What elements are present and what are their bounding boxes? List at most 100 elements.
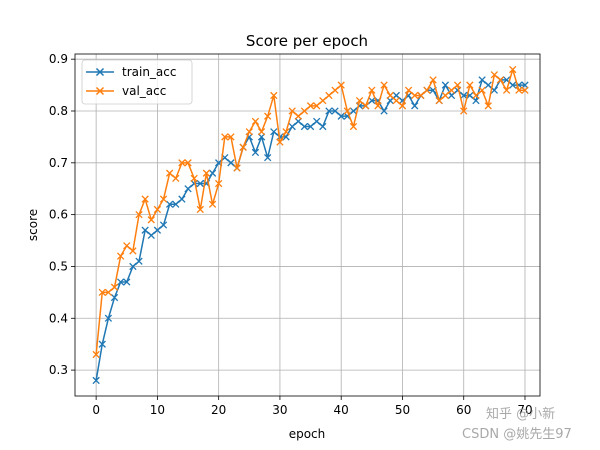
data-point-train-acc bbox=[227, 159, 235, 167]
data-point-train-acc bbox=[104, 314, 113, 322]
data-point-val-acc bbox=[435, 96, 443, 105]
y-tick-label: 0.8 bbox=[49, 104, 68, 118]
data-point-val-acc bbox=[374, 102, 382, 110]
data-point-val-acc bbox=[355, 96, 364, 105]
x-axis-label: epoch bbox=[289, 427, 326, 441]
data-point-val-acc bbox=[441, 91, 450, 100]
y-tick-label: 0.5 bbox=[49, 259, 68, 273]
data-point-val-acc bbox=[466, 81, 474, 89]
data-point-train-acc bbox=[153, 226, 162, 234]
data-point-train-acc bbox=[129, 262, 137, 271]
data-point-train-acc bbox=[116, 278, 125, 286]
y-tick-label: 0.7 bbox=[49, 156, 68, 170]
data-point-val-acc bbox=[98, 288, 106, 297]
watermark-line-2: CSDN @姚先生97 bbox=[462, 427, 572, 442]
x-tick-label: 20 bbox=[211, 403, 226, 417]
data-point-train-acc bbox=[306, 122, 315, 131]
data-point-val-acc bbox=[490, 71, 499, 79]
data-point-val-acc bbox=[245, 128, 253, 136]
data-point-train-acc bbox=[172, 200, 180, 208]
data-point-train-acc bbox=[380, 107, 388, 115]
data-point-val-acc bbox=[165, 169, 174, 177]
data-point-val-acc bbox=[509, 65, 517, 74]
data-point-val-acc bbox=[331, 86, 339, 94]
data-point-train-acc bbox=[368, 96, 376, 105]
data-point-val-acc bbox=[313, 102, 321, 110]
data-point-train-acc bbox=[509, 81, 517, 89]
data-point-val-acc bbox=[196, 205, 204, 214]
data-point-val-acc bbox=[159, 195, 168, 203]
y-tick-label: 0.4 bbox=[49, 311, 68, 325]
data-point-train-acc bbox=[92, 376, 100, 385]
data-point-val-acc bbox=[239, 143, 247, 151]
data-point-train-acc bbox=[288, 122, 296, 131]
data-point-val-acc bbox=[92, 350, 100, 359]
data-point-val-acc bbox=[153, 205, 162, 214]
data-point-train-acc bbox=[208, 169, 217, 177]
data-point-train-acc bbox=[331, 107, 339, 115]
data-point-train-acc bbox=[264, 153, 272, 162]
data-point-val-acc bbox=[343, 107, 351, 115]
x-tick-label: 30 bbox=[272, 403, 287, 417]
data-point-val-acc bbox=[110, 283, 119, 291]
data-point-val-acc bbox=[116, 252, 125, 260]
data-point-train-acc bbox=[478, 76, 486, 84]
data-point-train-acc bbox=[349, 107, 358, 115]
plot-frame bbox=[74, 53, 541, 397]
data-point-val-acc bbox=[172, 174, 180, 183]
data-point-val-acc bbox=[276, 138, 284, 146]
data-point-train-acc bbox=[196, 179, 204, 188]
data-point-val-acc bbox=[233, 164, 241, 172]
data-point-train-acc bbox=[147, 231, 155, 240]
x-tick-label: 70 bbox=[517, 403, 532, 417]
data-point-train-acc bbox=[141, 226, 149, 234]
chart-title: Score per epoch bbox=[246, 32, 368, 50]
legend-label-train-acc: train_acc bbox=[122, 65, 176, 79]
data-point-val-acc bbox=[392, 96, 400, 105]
data-point-val-acc bbox=[404, 86, 413, 94]
data-point-train-acc bbox=[135, 257, 143, 265]
data-point-val-acc bbox=[141, 195, 149, 203]
data-point-val-acc bbox=[337, 81, 345, 89]
data-point-val-acc bbox=[221, 133, 229, 141]
data-point-val-acc bbox=[362, 102, 370, 110]
data-point-val-acc bbox=[429, 76, 437, 84]
data-point-val-acc bbox=[349, 122, 358, 131]
data-point-train-acc bbox=[251, 148, 260, 157]
data-point-val-acc bbox=[398, 102, 407, 110]
legend: train_acc val_acc bbox=[81, 59, 193, 105]
data-point-val-acc bbox=[319, 96, 327, 105]
data-point-val-acc bbox=[184, 159, 192, 167]
data-point-train-acc bbox=[411, 102, 419, 110]
legend-entry-train-acc: train_acc bbox=[86, 65, 176, 79]
data-point-train-acc bbox=[460, 91, 468, 100]
data-point-val-acc bbox=[306, 102, 315, 110]
y-tick-label: 0.9 bbox=[49, 52, 68, 66]
data-point-val-acc bbox=[257, 128, 266, 136]
data-point-val-acc bbox=[300, 107, 309, 115]
data-point-train-acc bbox=[319, 122, 327, 131]
data-point-train-acc bbox=[270, 128, 278, 136]
data-point-val-acc bbox=[129, 247, 137, 255]
data-point-val-acc bbox=[484, 102, 492, 110]
data-point-val-acc bbox=[502, 86, 511, 94]
watermark-line-1: 知乎 @小新 bbox=[486, 406, 555, 422]
data-point-val-acc bbox=[515, 86, 523, 94]
data-point-val-acc bbox=[288, 107, 296, 115]
x-tick-label: 50 bbox=[395, 403, 410, 417]
watermark: 知乎 @小新 CSDN @姚先生97 bbox=[462, 406, 572, 442]
data-point-train-acc bbox=[178, 195, 186, 203]
legend-entry-val-acc: val_acc bbox=[86, 84, 166, 98]
x-tick-label: 0 bbox=[92, 403, 100, 417]
data-point-val-acc bbox=[270, 91, 278, 100]
data-point-val-acc bbox=[282, 128, 290, 136]
data-point-val-acc bbox=[478, 86, 486, 94]
data-point-train-acc bbox=[484, 81, 492, 89]
x-tick-label: 10 bbox=[150, 403, 165, 417]
data-point-val-acc bbox=[460, 107, 468, 115]
y-tick-label: 0.3 bbox=[49, 363, 68, 377]
data-point-val-acc bbox=[135, 210, 143, 219]
legend-box bbox=[81, 59, 193, 105]
legend-marker-val-acc bbox=[95, 86, 105, 96]
data-point-val-acc bbox=[411, 91, 419, 100]
